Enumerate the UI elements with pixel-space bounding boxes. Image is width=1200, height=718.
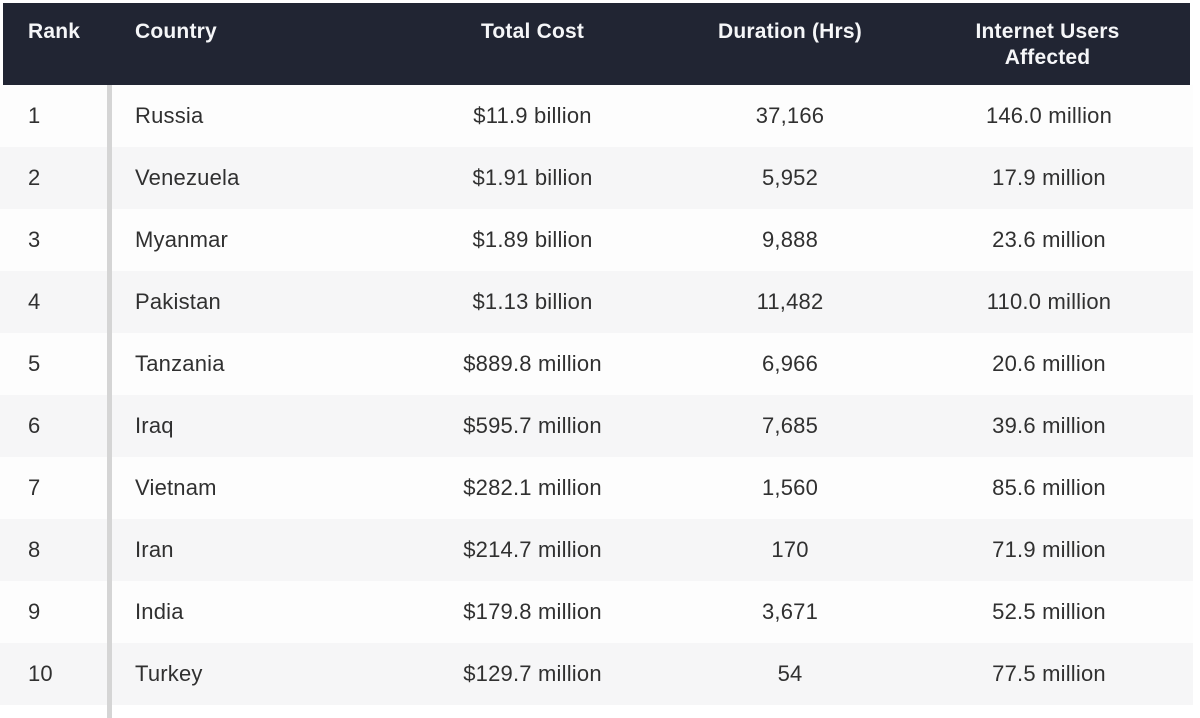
cell-users-affected: 146.0 million	[985, 102, 1113, 128]
cell-country: Iraq	[135, 412, 174, 438]
cell-rank: 5	[28, 350, 41, 376]
cell-rank: 3	[28, 226, 41, 252]
cell-country: Vietnam	[135, 474, 217, 500]
cell-users-affected: 71.9 million	[992, 536, 1106, 562]
cell-duration: 6,966	[761, 350, 819, 376]
table-row: 1 Russia $11.9 billion 37,166 146.0 mill…	[0, 85, 1193, 147]
cell-country: Russia	[135, 102, 204, 128]
cell-total-cost: $179.8 million	[463, 598, 602, 624]
rank-country-divider	[107, 85, 112, 718]
table-row: 7 Vietnam $282.1 million 1,560 85.6 mill…	[0, 457, 1193, 519]
table-row: 2 Venezuela $1.91 billion 5,952 17.9 mil…	[0, 147, 1193, 209]
cell-duration: 170	[771, 536, 809, 562]
cell-users-affected: 20.6 million	[992, 350, 1106, 376]
cell-total-cost: $1.89 billion	[472, 226, 593, 252]
cell-rank: 7	[28, 474, 41, 500]
cell-users-affected: 77.5 million	[992, 660, 1106, 686]
header-cell-country: Country	[135, 20, 217, 43]
cell-duration: 5,952	[761, 164, 819, 190]
cell-duration: 3,671	[761, 598, 819, 624]
table-row: 6 Iraq $595.7 million 7,685 39.6 million	[0, 395, 1193, 457]
cell-users-affected: 17.9 million	[992, 164, 1106, 190]
cell-rank: 10	[28, 660, 53, 686]
table-row: 9 India $179.8 million 3,671 52.5 millio…	[0, 581, 1193, 643]
cell-duration: 54	[777, 660, 803, 686]
cell-rank: 9	[28, 598, 41, 624]
header-cell-duration: Duration (Hrs)	[718, 20, 862, 43]
cell-total-cost: $282.1 million	[463, 474, 602, 500]
cell-users-affected: 23.6 million	[992, 226, 1106, 252]
header-cell-users-affected: Internet Users Affected	[905, 19, 1190, 72]
table-row: 8 Iran $214.7 million 170 71.9 million	[0, 519, 1193, 581]
cell-total-cost: $1.91 billion	[472, 164, 593, 190]
cell-total-cost: $1.13 billion	[472, 288, 593, 314]
cell-rank: 2	[28, 164, 41, 190]
cell-country: Venezuela	[135, 164, 240, 190]
header-cell-total-cost: Total Cost	[480, 20, 585, 43]
cell-duration: 7,685	[761, 412, 819, 438]
cell-country: Pakistan	[135, 288, 221, 314]
header-cell-rank: Rank	[28, 20, 81, 43]
cell-rank: 1	[28, 102, 41, 128]
table-body: 1 Russia $11.9 billion 37,166 146.0 mill…	[0, 85, 1193, 705]
cell-users-affected: 85.6 million	[992, 474, 1106, 500]
cell-duration: 9,888	[761, 226, 819, 252]
cell-country: Iran	[135, 536, 174, 562]
cell-rank: 8	[28, 536, 41, 562]
cell-users-affected: 39.6 million	[992, 412, 1106, 438]
cell-duration: 11,482	[756, 288, 824, 314]
cell-duration: 1,560	[761, 474, 819, 500]
cell-users-affected: 52.5 million	[992, 598, 1106, 624]
cell-country: India	[135, 598, 184, 624]
cell-users-affected: 110.0 million	[986, 288, 1112, 314]
cell-rank: 4	[28, 288, 41, 314]
cell-total-cost: $889.8 million	[463, 350, 602, 376]
table-row: 10 Turkey $129.7 million 54 77.5 million	[0, 643, 1193, 705]
cell-rank: 6	[28, 412, 41, 438]
cell-total-cost: $214.7 million	[463, 536, 602, 562]
table-header-row: Rank Country Total Cost Duration (Hrs) I…	[3, 3, 1190, 85]
cell-total-cost: $11.9 billion	[473, 102, 592, 128]
cell-country: Turkey	[135, 660, 203, 686]
cell-country: Myanmar	[135, 226, 229, 252]
cell-country: Tanzania	[135, 350, 225, 376]
cell-total-cost: $129.7 million	[463, 660, 602, 686]
cell-duration: 37,166	[755, 102, 825, 128]
table-row: 3 Myanmar $1.89 billion 9,888 23.6 milli…	[0, 209, 1193, 271]
table-row: 4 Pakistan $1.13 billion 11,482 110.0 mi…	[0, 271, 1193, 333]
header-cell-users-affected-label: Internet Users Affected	[975, 20, 1120, 70]
cell-total-cost: $595.7 million	[463, 412, 602, 438]
table-row: 5 Tanzania $889.8 million 6,966 20.6 mil…	[0, 333, 1193, 395]
